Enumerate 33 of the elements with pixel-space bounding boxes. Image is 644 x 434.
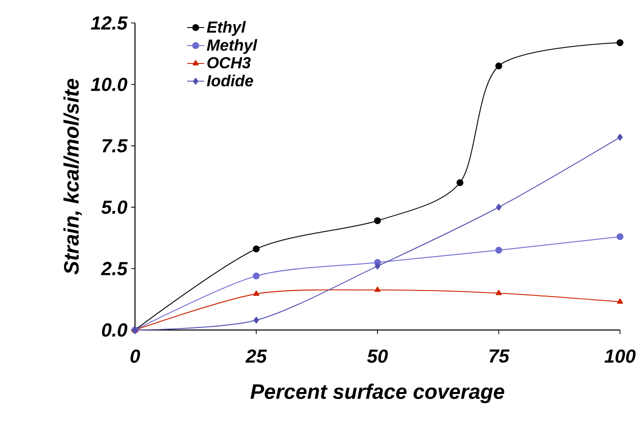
y-tick-label: 2.5 [100, 262, 128, 276]
point [374, 286, 381, 292]
point [616, 39, 624, 46]
x-tick-label: 25 [245, 349, 267, 363]
y-tick-label: 10.0 [90, 78, 128, 92]
point [495, 246, 502, 254]
y-tick-label: 7.5 [102, 139, 128, 152]
x-axis-title: Percent surface coverage [250, 384, 504, 404]
point [616, 233, 624, 240]
y-tick-label: 12.5 [90, 16, 128, 30]
legend-label: Iodide [206, 74, 254, 86]
y-axis-title: Strain, kcal/mol/site [63, 78, 82, 275]
point [456, 179, 464, 186]
point [617, 134, 623, 141]
point [254, 316, 259, 324]
x-tick-label: 100 [604, 349, 636, 363]
x-tick-label: 0 [130, 349, 140, 363]
y-tick-label: 0.0 [102, 323, 128, 337]
y-tick-label: 5.0 [101, 200, 128, 214]
legend-label: Ethyl [206, 21, 246, 36]
point [496, 290, 502, 296]
point [252, 246, 260, 252]
x-tick-label: 50 [367, 349, 388, 363]
x-tick-label: 75 [490, 349, 510, 363]
point [616, 298, 624, 304]
point [374, 217, 381, 224]
point [496, 204, 502, 211]
legend-label: OCH3 [207, 57, 251, 68]
point [252, 272, 260, 280]
point [495, 62, 502, 70]
point [253, 290, 260, 296]
point [374, 262, 380, 270]
legend-label: Methyl [206, 39, 258, 54]
